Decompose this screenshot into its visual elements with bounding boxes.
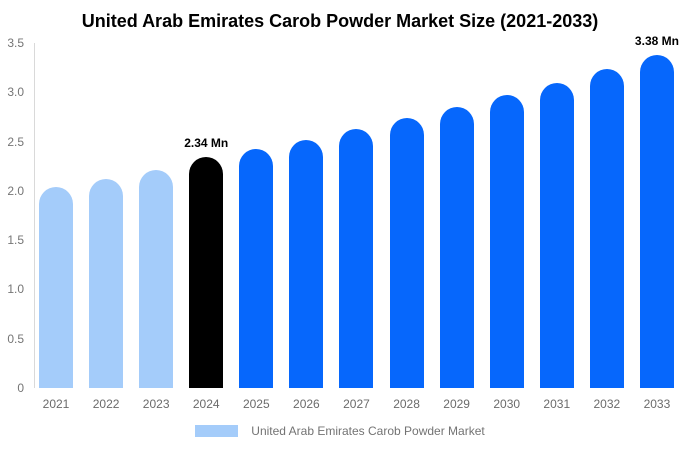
bar-2022[interactable] <box>89 179 124 388</box>
x-axis-label-2021: 2021 <box>42 397 70 411</box>
bar-2027[interactable] <box>339 128 374 388</box>
bar-2021[interactable] <box>39 186 73 388</box>
bar-2032[interactable] <box>589 68 624 388</box>
bar-2033[interactable] <box>639 54 674 388</box>
bar-group-2023: 2023 <box>139 43 174 411</box>
y-axis-tick-label: 0.5 <box>7 331 24 346</box>
y-axis-tick-label: 3.0 <box>7 85 24 100</box>
bar-2024[interactable] <box>189 157 224 388</box>
bar-group-2022: 2022 <box>89 43 124 411</box>
bar-2023[interactable] <box>139 170 174 388</box>
bar-group-2028: 2028 <box>389 43 424 411</box>
x-axis-label-2032: 2032 <box>593 397 621 411</box>
bar-group-2029: 2029 <box>439 43 474 411</box>
y-axis-tick-label: 2.0 <box>7 183 24 198</box>
bar-2025[interactable] <box>239 149 274 388</box>
x-axis-label-2028: 2028 <box>393 397 420 411</box>
legend-swatch <box>195 425 239 437</box>
bar-group-2031: 2031 <box>539 43 574 411</box>
x-axis-label-2022: 2022 <box>92 397 120 411</box>
bar-value-label-2024: 2.34 Mn <box>184 136 229 151</box>
bar-group-2024: 2024 2.34 Mn <box>184 43 228 411</box>
bar-2026[interactable] <box>289 139 324 388</box>
bar-value-label-2033: 3.38 Mn <box>634 33 679 48</box>
x-axis-label-2025: 2025 <box>242 397 270 411</box>
chart-title: United Arab Emirates Carob Powder Market… <box>81 11 599 31</box>
y-axis-tick-label: 0 <box>17 381 24 395</box>
bar-group-2027: 2027 <box>339 43 374 411</box>
bar-group-2030: 2030 <box>489 43 524 411</box>
y-axis-tick-label: 2.5 <box>7 134 24 149</box>
x-axis-label-2031: 2031 <box>543 397 571 411</box>
x-axis-label-2029: 2029 <box>443 397 470 411</box>
x-axis-label-2026: 2026 <box>293 397 320 411</box>
bar-group-2025: 2025 <box>239 43 274 411</box>
plot-area: 0 0.5 1.0 1.5 2.0 2.5 3.0 3.5 2021 2022 2023 2024 2.… <box>7 34 679 411</box>
x-axis-label-2033: 2033 <box>643 397 671 411</box>
y-axis-tick-label: 1.5 <box>7 233 24 248</box>
bar-group-2021: 2021 <box>39 43 73 411</box>
y-axis-tick-label: 1.0 <box>7 282 24 297</box>
legend-label: United Arab Emirates Carob Powder Market <box>251 424 485 438</box>
bar-group-2032: 2032 <box>589 43 624 411</box>
y-axis-tick-label: 3.5 <box>7 36 24 50</box>
x-axis-label-2024: 2024 <box>192 397 220 411</box>
bar-group-2026: 2026 <box>289 43 324 411</box>
bar-2028[interactable] <box>389 117 424 388</box>
bar-2031[interactable] <box>539 83 574 388</box>
bar-2030[interactable] <box>489 95 524 388</box>
x-axis-label-2027: 2027 <box>343 397 370 411</box>
x-axis-label-2030: 2030 <box>493 397 521 411</box>
bar-2029[interactable] <box>439 107 474 388</box>
x-axis-label-2023: 2023 <box>142 397 170 411</box>
legend-item[interactable]: United Arab Emirates Carob Powder Market <box>0 424 680 438</box>
bar-group-2033: 2033 3.38 Mn <box>635 34 679 411</box>
